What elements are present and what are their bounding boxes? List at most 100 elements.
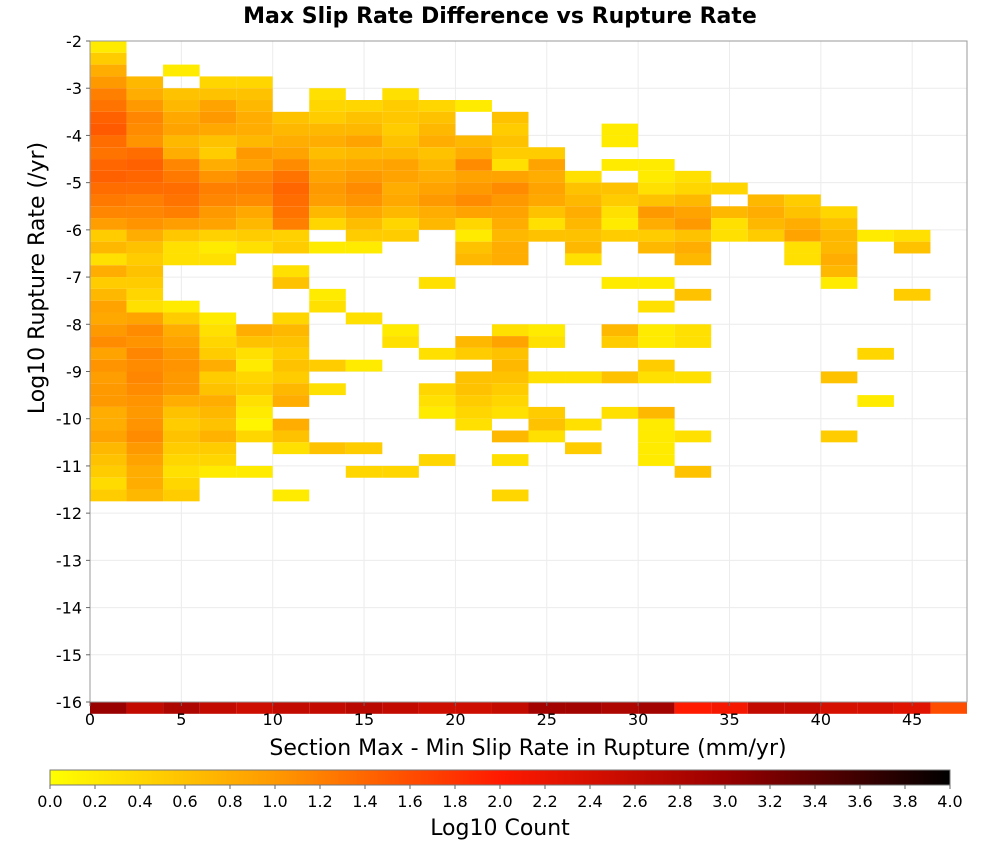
heatmap-cell <box>418 135 456 148</box>
heatmap-cell <box>199 371 237 384</box>
heatmap-cell <box>272 324 310 337</box>
heatmap-cell <box>345 135 383 148</box>
heatmap-cell <box>382 88 419 101</box>
y-tick-label: -3 <box>66 79 82 98</box>
heatmap-cell <box>126 147 164 160</box>
heatmap-cell <box>418 159 456 171</box>
heatmap-cell <box>565 253 602 266</box>
heatmap-cell <box>236 406 273 419</box>
colorbar-tick-label: 0.8 <box>217 792 242 811</box>
heatmap-cell <box>126 324 164 337</box>
heatmap-cell <box>163 489 200 502</box>
heatmap-cell <box>638 702 675 714</box>
heatmap-cell <box>674 194 712 207</box>
y-tick-label: -9 <box>66 363 82 382</box>
heatmap-cell <box>528 324 566 337</box>
heatmap-cell <box>272 265 310 278</box>
heatmap-cell <box>528 147 566 160</box>
heatmap-cell <box>199 229 237 242</box>
heatmap-cell <box>90 277 127 289</box>
heatmap-cell <box>236 241 273 254</box>
heatmap-cell <box>345 218 383 230</box>
heatmap-cell <box>747 218 785 230</box>
heatmap-cell <box>309 123 346 136</box>
heatmap-cell <box>199 88 237 101</box>
heatmap-cell <box>455 194 492 207</box>
heatmap-cell <box>90 135 127 148</box>
heatmap-cell <box>857 229 894 242</box>
y-tick-label: -2 <box>66 32 82 51</box>
heatmap-cell <box>893 288 931 301</box>
heatmap-cell <box>528 206 566 219</box>
heatmap-cell <box>90 265 127 278</box>
heatmap-cell <box>126 265 164 278</box>
heatmap-cell <box>491 359 529 372</box>
heatmap-cell <box>90 336 127 348</box>
heatmap-cell <box>163 159 200 171</box>
colorbar-tick-label: 2.8 <box>667 792 692 811</box>
heatmap-cell <box>382 111 419 124</box>
heatmap-cell <box>90 182 127 195</box>
heatmap-cell <box>601 218 639 230</box>
heatmap-cell <box>236 371 273 384</box>
heatmap-cell <box>90 347 127 360</box>
heatmap-cell <box>601 324 639 337</box>
heatmap-cell <box>199 336 237 348</box>
heatmap-cell <box>382 229 419 242</box>
heatmap-cell <box>820 218 858 230</box>
heatmap-cell <box>638 194 675 207</box>
heatmap-cell <box>455 395 492 407</box>
heatmap-cell <box>565 170 602 183</box>
heatmap-cell <box>820 241 858 254</box>
chart-title: Max Slip Rate Difference vs Rupture Rate <box>243 4 757 29</box>
heatmap-cell <box>747 194 785 207</box>
heatmap-cell <box>126 395 164 407</box>
heatmap-cell <box>455 418 492 431</box>
x-tick-label: 15 <box>354 710 374 729</box>
heatmap-cell <box>90 406 127 419</box>
heatmap-cell <box>126 159 164 171</box>
heatmap-cell <box>455 347 492 360</box>
heatmap-cell <box>528 218 566 230</box>
heatmap-cell <box>565 182 602 195</box>
heatmap-cell <box>199 123 237 136</box>
heatmap-cell <box>272 206 310 219</box>
heatmap-cell <box>272 182 310 195</box>
heatmap-cell <box>418 206 456 219</box>
heatmap-cell <box>199 465 237 478</box>
heatmap-cell <box>309 288 346 301</box>
heatmap-cell <box>747 206 785 219</box>
heatmap-cell <box>418 383 456 396</box>
heatmap-cell <box>565 702 602 714</box>
heatmap-cell <box>638 218 675 230</box>
heatmap-cell <box>345 229 383 242</box>
heatmap-cell <box>674 182 712 195</box>
heatmap-cell <box>272 218 310 230</box>
heatmap-cell <box>601 702 639 714</box>
heatmap-cell <box>382 159 419 171</box>
heatmap-cell <box>163 702 200 714</box>
heatmap-cell <box>163 406 200 419</box>
heatmap-cell <box>309 442 346 455</box>
heatmap-cell <box>163 182 200 195</box>
x-axis-label: Section Max - Min Slip Rate in Rupture (… <box>269 736 786 761</box>
colorbar-tick-label: 1.2 <box>307 792 332 811</box>
heatmap-cell <box>601 206 639 219</box>
y-axis-label: Log10 Rupture Rate (/yr) <box>25 142 50 414</box>
heatmap-cell <box>272 135 310 148</box>
heatmap-cell <box>309 300 346 313</box>
colorbar-tick-label: 4.0 <box>937 792 962 811</box>
heatmap-cell <box>711 218 748 230</box>
heatmap-cell <box>455 135 492 148</box>
heatmap-cell <box>455 218 492 230</box>
heatmap-cell <box>163 442 200 455</box>
heatmap-cell <box>126 206 164 219</box>
heatmap-cell <box>382 170 419 183</box>
heatmap-cell <box>236 147 273 160</box>
heatmap-cell <box>491 111 529 124</box>
heatmap-cell <box>272 229 310 242</box>
heatmap-cell <box>674 324 712 337</box>
heatmap-cell <box>638 300 675 313</box>
heatmap-cell <box>126 312 164 325</box>
heatmap-cell <box>126 229 164 242</box>
